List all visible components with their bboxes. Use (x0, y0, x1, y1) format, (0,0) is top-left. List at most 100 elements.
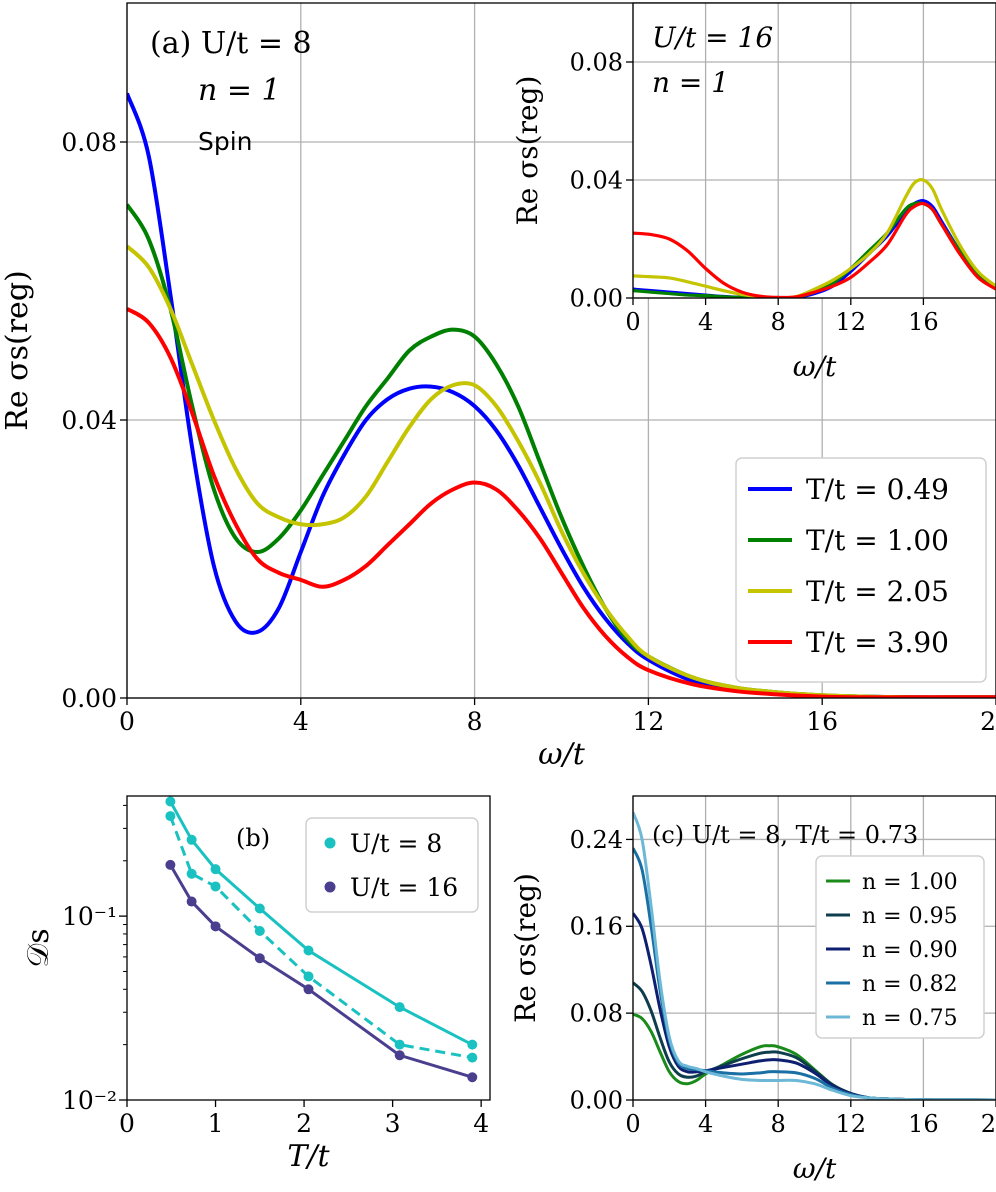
y-axis-label: Re σs(reg) (511, 76, 544, 226)
y-tick-label: 0.08 (570, 48, 623, 76)
legend-entry: U/t = 8 (350, 829, 442, 858)
series-line-4 (633, 811, 996, 1100)
x-tick-label: 4 (473, 1109, 489, 1138)
panel-a-inset: 0 4 8 12 16 0.00 0.04 0.08 ω/t Re σs(reg) U/t = 16… (511, 2, 996, 383)
panel-c: 0 4 8 12 16 20 0.00 0.08 0.16 0.24 ω/t Re σs(reg) (c… (509, 795, 996, 1185)
series-marker-0 (467, 1039, 478, 1050)
series-marker-2 (254, 953, 265, 964)
legend-marker (324, 881, 336, 893)
legend-entry: U/t = 16 (350, 873, 458, 902)
legend-a: T/t = 0.49 T/t = 1.00 T/t = 2.05 T/t = 3.90 (735, 457, 987, 683)
series-marker-0 (186, 834, 197, 845)
series-marker-1 (165, 811, 176, 822)
x-axis-label: ω/t (793, 350, 837, 383)
y-tick-label: 10⁻² (62, 1086, 117, 1115)
y-axis-label: 𝒟s (21, 928, 56, 967)
legend-entry: T/t = 3.90 (806, 626, 949, 659)
x-tick-label: 0 (119, 707, 135, 736)
series-marker-2 (210, 921, 221, 932)
x-tick-label: 20 (980, 707, 996, 736)
y-tick-label: 0.08 (61, 128, 117, 157)
x-tick-label: 2 (296, 1109, 312, 1138)
x-tick-label: 3 (385, 1109, 401, 1138)
annotation-n: n = 1 (198, 73, 281, 108)
y-axis-label: Re σs(reg) (509, 873, 542, 1023)
axes-frame (632, 2, 996, 299)
series-marker-1 (210, 881, 221, 892)
x-axis-label: ω/t (793, 1152, 837, 1185)
series-marker-0 (303, 945, 314, 956)
y-axis-label: Re σs(reg) (0, 270, 35, 430)
series-group (633, 811, 996, 1100)
y-tick-label: 0.16 (570, 913, 623, 941)
legend-entry: n = 0.82 (862, 972, 958, 997)
x-axis-label: T/t (287, 1139, 330, 1174)
legend-c: n = 1.00 n = 0.95 n = 0.90 n = 0.82 n = 0.75 (815, 855, 985, 1039)
x-tick-label: 8 (771, 308, 786, 336)
x-tick-label: 8 (467, 707, 483, 736)
x-tick-label: 0 (625, 308, 640, 336)
series-line-2 (127, 244, 996, 698)
series-marker-1 (254, 925, 265, 936)
series-marker-0 (210, 864, 221, 875)
x-tick-label: 4 (293, 707, 309, 736)
series-group (633, 178, 996, 298)
legend-entry: T/t = 2.05 (806, 575, 949, 608)
series-marker-0 (165, 796, 176, 807)
axes-frame (632, 795, 996, 1101)
series-marker-0 (254, 903, 265, 914)
series-marker-2 (394, 1050, 405, 1061)
x-tick-label: 8 (771, 1110, 786, 1138)
legend-entry: n = 1.00 (862, 870, 958, 895)
series-marker-1 (394, 1039, 405, 1050)
inset-annotation-u: U/t = 16 (652, 21, 773, 54)
x-tick-label: 4 (698, 1110, 713, 1138)
x-tick-label: 4 (698, 308, 713, 336)
x-tick-label: 16 (908, 1110, 939, 1138)
series-marker-1 (186, 868, 197, 879)
legend-entry: T/t = 0.49 (806, 473, 949, 506)
series-marker-1 (303, 971, 314, 982)
axes-frame (126, 2, 996, 699)
series-marker-2 (165, 859, 176, 870)
legend-box (815, 855, 985, 1039)
series-line-3 (127, 307, 996, 698)
series-marker-2 (303, 984, 314, 995)
series-line-2 (633, 178, 996, 298)
x-tick-label: 1 (208, 1109, 224, 1138)
legend-box (735, 457, 987, 683)
panel-label-a: (a) U/t = 8 (150, 26, 312, 61)
y-tick-label: 0.24 (570, 826, 623, 854)
panel-label-c: (c) U/t = 8, T/t = 0.73 (652, 821, 918, 849)
legend-marker (324, 837, 336, 849)
legend-entry: n = 0.90 (862, 938, 958, 963)
y-tick-label: 0.00 (61, 684, 117, 713)
x-tick-label: 0 (625, 1110, 640, 1138)
series-marker-0 (394, 1002, 405, 1013)
y-tick-label: 0.08 (570, 1000, 623, 1028)
series-marker-1 (467, 1052, 478, 1063)
series-marker-2 (467, 1072, 478, 1083)
legend-entry: n = 0.95 (862, 904, 958, 929)
panel-label-b: (b) (236, 824, 270, 852)
x-tick-label: 16 (908, 308, 939, 336)
series-marker-2 (186, 896, 197, 907)
legend-b: U/t = 8 U/t = 16 (305, 817, 479, 913)
y-tick-label: 0.04 (61, 406, 117, 435)
inset-annotation-n: n = 1 (652, 66, 729, 99)
plot-area (633, 3, 996, 298)
y-tick-label: 0.00 (570, 1086, 623, 1114)
x-tick-label: 20 (981, 1110, 996, 1138)
x-tick-label: 16 (806, 707, 838, 736)
x-tick-label: 12 (836, 1110, 867, 1138)
legend-box (305, 817, 479, 913)
y-tick-label: 0.04 (570, 166, 623, 194)
y-tick-label: 0.00 (570, 284, 623, 312)
legend-entry: T/t = 1.00 (806, 524, 949, 557)
series-group (127, 92, 996, 698)
x-tick-label: 12 (632, 707, 664, 736)
x-tick-label: 0 (119, 1109, 135, 1138)
x-axis-label: ω/t (538, 737, 586, 772)
x-tick-label: 12 (836, 308, 867, 336)
